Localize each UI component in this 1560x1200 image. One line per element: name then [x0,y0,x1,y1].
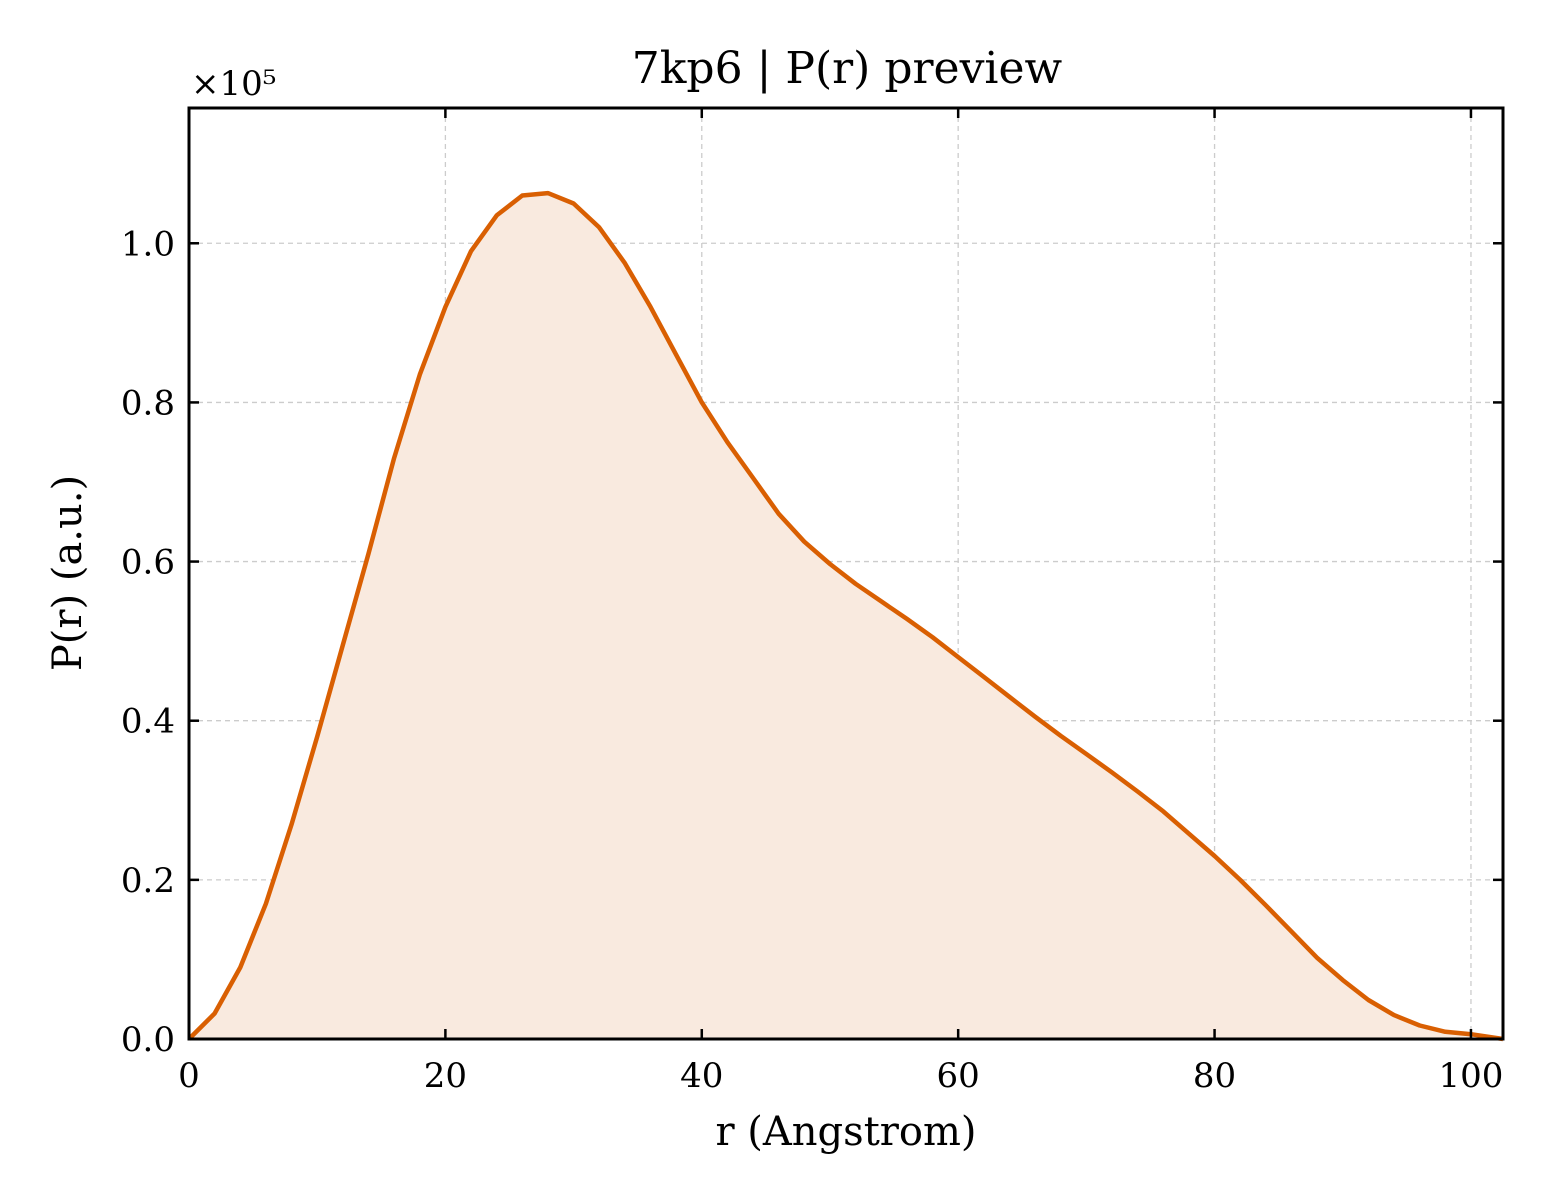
y-tick-labels: 0.0 0.2 0.4 0.6 0.8 1.0 [121,224,175,1060]
x-tick-label: 60 [937,1056,980,1096]
pr-series-line [187,190,1504,1042]
tick-marks [187,108,1503,1041]
x-tick-label: 40 [680,1056,723,1096]
y-tick-label: 1.0 [121,224,175,264]
x-tick-label: 100 [1438,1056,1503,1096]
y-axis-multiplier: ×10⁵ [191,64,276,104]
y-tick-label: 0.0 [121,1020,175,1060]
x-axis-title: r (Angstrom) [715,1109,976,1155]
y-tick-label: 0.6 [121,543,175,583]
x-tick-labels: 0 20 40 60 80 100 [178,1056,1503,1096]
x-tick-label: 80 [1193,1056,1236,1096]
plot-frame [187,106,1505,1041]
y-axis-title: P(r) (a.u.) [45,475,91,671]
y-tick-label: 0.2 [121,861,175,901]
x-tick-label: 20 [424,1056,467,1096]
chart-title: 7kp6 | P(r) preview [632,43,1063,94]
pr-area-fill [189,193,1503,1040]
x-tick-label: 0 [178,1056,200,1096]
y-tick-label: 0.4 [121,702,175,742]
y-tick-label: 0.8 [121,383,175,423]
